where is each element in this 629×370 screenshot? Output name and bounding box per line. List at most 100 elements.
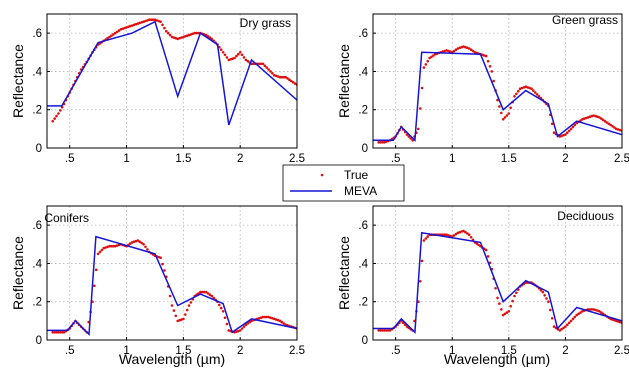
data-point [282, 75, 286, 79]
data-point [280, 75, 284, 79]
data-point [500, 308, 503, 311]
data-point [208, 293, 212, 297]
data-point [566, 131, 569, 134]
data-point [573, 315, 577, 319]
data-point [432, 54, 435, 57]
data-point [62, 331, 66, 334]
data-point [496, 98, 499, 102]
data-point [163, 26, 166, 30]
data-point [286, 77, 289, 80]
data-point [163, 269, 166, 272]
data-point [603, 119, 607, 123]
data-point [142, 243, 145, 246]
data-point [575, 313, 578, 317]
data-point [475, 242, 479, 245]
data-point [257, 62, 261, 66]
data-point [507, 310, 511, 313]
y-tick-label: .4 [32, 66, 42, 78]
data-point [501, 313, 505, 317]
data-point [498, 105, 501, 108]
legend-entry-true: True [344, 168, 369, 182]
data-point [199, 290, 202, 294]
data-point [590, 308, 594, 311]
data-point [223, 53, 227, 57]
x-tick-label: 2 [237, 345, 243, 357]
data-point [571, 317, 575, 321]
data-point [379, 141, 382, 144]
data-point [53, 331, 56, 334]
y-tick-label: 0 [36, 143, 42, 155]
data-point [532, 89, 535, 92]
x-tick-label: 2 [237, 153, 243, 165]
series-meva [373, 231, 622, 334]
data-point [244, 58, 248, 62]
data-point [564, 325, 567, 328]
data-point [564, 133, 567, 136]
data-point [490, 70, 494, 73]
y-axis-label: Reflectance [336, 236, 352, 310]
data-point [507, 112, 511, 115]
data-point [184, 313, 187, 316]
data-point [293, 82, 297, 85]
data-point [174, 314, 178, 318]
x-tick-label: 2.5 [614, 153, 629, 165]
data-point [57, 112, 60, 115]
data-point [569, 319, 573, 323]
data-point [462, 229, 465, 233]
data-point [549, 308, 552, 312]
data-point [51, 119, 54, 123]
data-point [261, 62, 265, 66]
data-point [383, 329, 386, 332]
data-point [547, 300, 550, 304]
data-point [466, 232, 469, 235]
data-point [539, 288, 543, 292]
series-meva [47, 235, 297, 336]
data-point [601, 118, 605, 122]
y-tick-label: 0 [36, 335, 42, 347]
y-tick-label: .6 [358, 220, 368, 232]
data-point [488, 65, 492, 68]
data-point [381, 329, 384, 332]
plot-area [372, 205, 623, 341]
data-point [492, 79, 496, 83]
data-point [240, 327, 244, 330]
x-tick-label: 1.5 [175, 345, 191, 357]
data-point [282, 322, 286, 325]
data-point [161, 23, 164, 27]
series-meva [373, 51, 622, 142]
data-point [197, 31, 200, 35]
data-point [57, 331, 60, 334]
data-point [168, 294, 172, 298]
data-point [140, 241, 143, 245]
data-point [505, 114, 509, 117]
y-tick-label: .2 [32, 105, 42, 117]
data-point [259, 62, 263, 66]
data-point [238, 329, 242, 332]
data-point [204, 290, 208, 294]
data-point [148, 18, 151, 22]
y-tick-label: .6 [32, 220, 42, 232]
data-point [93, 284, 96, 288]
data-point [515, 92, 518, 96]
data-point [420, 259, 424, 263]
data-point [223, 316, 227, 320]
data-point [477, 243, 480, 247]
plot-area [372, 13, 623, 149]
data-point [51, 331, 54, 334]
x-tick-label: .5 [391, 153, 401, 165]
data-point [94, 268, 98, 272]
data-point [117, 29, 121, 32]
data-point [136, 239, 140, 242]
data-point [170, 304, 174, 307]
data-point [494, 287, 497, 290]
data-point [469, 48, 473, 51]
x-axis-label: Wavelength (µm) [119, 351, 225, 367]
data-point [509, 106, 512, 110]
plot-area [46, 205, 298, 341]
data-point [484, 54, 488, 58]
data-point [113, 31, 117, 35]
data-point [59, 331, 62, 334]
data-point [605, 121, 609, 124]
data-point [265, 315, 269, 319]
